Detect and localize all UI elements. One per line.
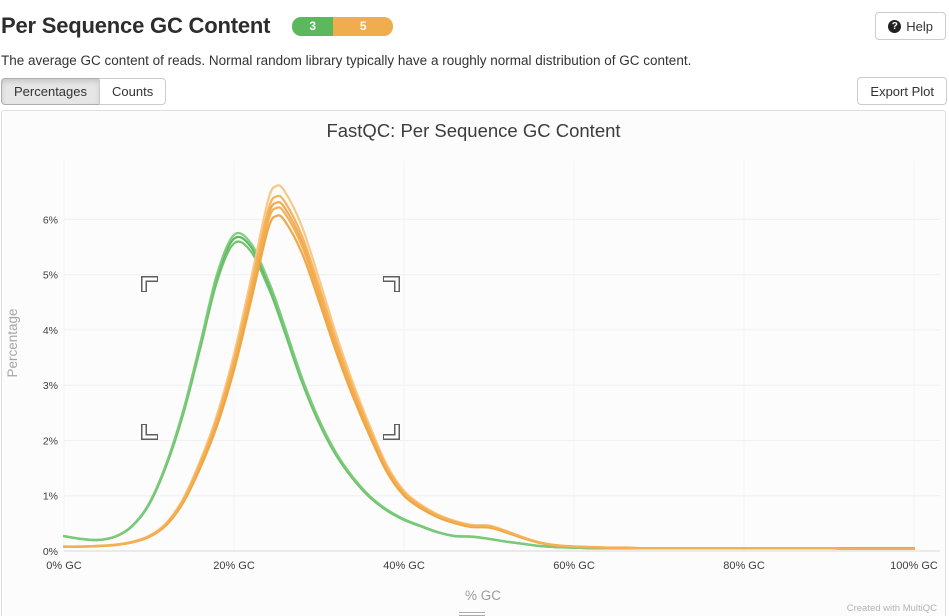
gc-content-plot[interactable]: FastQC: Per Sequence GC Content 0% 1% 2% 3%… xyxy=(1,110,946,616)
y-tick-label: 2% xyxy=(43,435,58,447)
y-axis-title: Percentage xyxy=(5,308,20,377)
tab-percentages[interactable]: Percentages xyxy=(1,77,100,105)
export-plot-button[interactable]: Export Plot xyxy=(857,77,947,105)
series-line-green-2[interactable] xyxy=(62,240,916,550)
x-tick-label: 60% GC xyxy=(553,560,595,572)
plot-resize-handle[interactable] xyxy=(459,612,485,616)
question-circle-icon: ? xyxy=(888,19,902,33)
y-tick-label: 3% xyxy=(43,380,58,392)
x-axis-title: % GC xyxy=(465,588,501,603)
tab-counts[interactable]: Counts xyxy=(99,77,167,105)
y-tick-label: 6% xyxy=(43,214,58,226)
page-title: Per Sequence GC Content xyxy=(1,13,271,38)
series-line-orange-4[interactable] xyxy=(62,194,916,550)
series-line-green-3[interactable] xyxy=(62,231,916,550)
y-tick-label: 5% xyxy=(43,270,58,282)
warn-count-badge[interactable]: 5 xyxy=(333,16,394,36)
y-tick-label: 1% xyxy=(43,491,58,503)
module-description: The average GC content of reads. Normal … xyxy=(1,53,692,68)
help-button-label: Help xyxy=(906,18,933,34)
plot-canvas[interactable]: 0% 1% 2% 3% 4% 5% 6% 0% GC 20% GC 40% GC 60% GC 80%… xyxy=(2,111,945,616)
x-tick-label: 20% GC xyxy=(213,560,255,572)
series-line-green-1[interactable] xyxy=(62,235,916,550)
series-line-orange-light[interactable] xyxy=(62,184,916,550)
x-tick-label: 40% GC xyxy=(383,560,425,572)
sample-status-badges[interactable]: 3 5 xyxy=(292,16,394,36)
plot-toolbar: Percentages Counts Export Plot xyxy=(1,77,947,105)
x-tick-label: 100% GC xyxy=(890,560,938,572)
datatype-toggle-group: Percentages Counts xyxy=(1,77,167,105)
help-button[interactable]: ? Help xyxy=(875,12,946,40)
module-header: Per Sequence GC Content 3 5 ? Help xyxy=(1,12,947,40)
x-tick-label: 0% GC xyxy=(46,560,82,572)
y-tick-label: 4% xyxy=(43,325,58,337)
x-tick-label: 80% GC xyxy=(723,560,765,572)
pass-count-badge[interactable]: 3 xyxy=(292,16,334,36)
y-tick-label: 0% xyxy=(43,546,58,558)
